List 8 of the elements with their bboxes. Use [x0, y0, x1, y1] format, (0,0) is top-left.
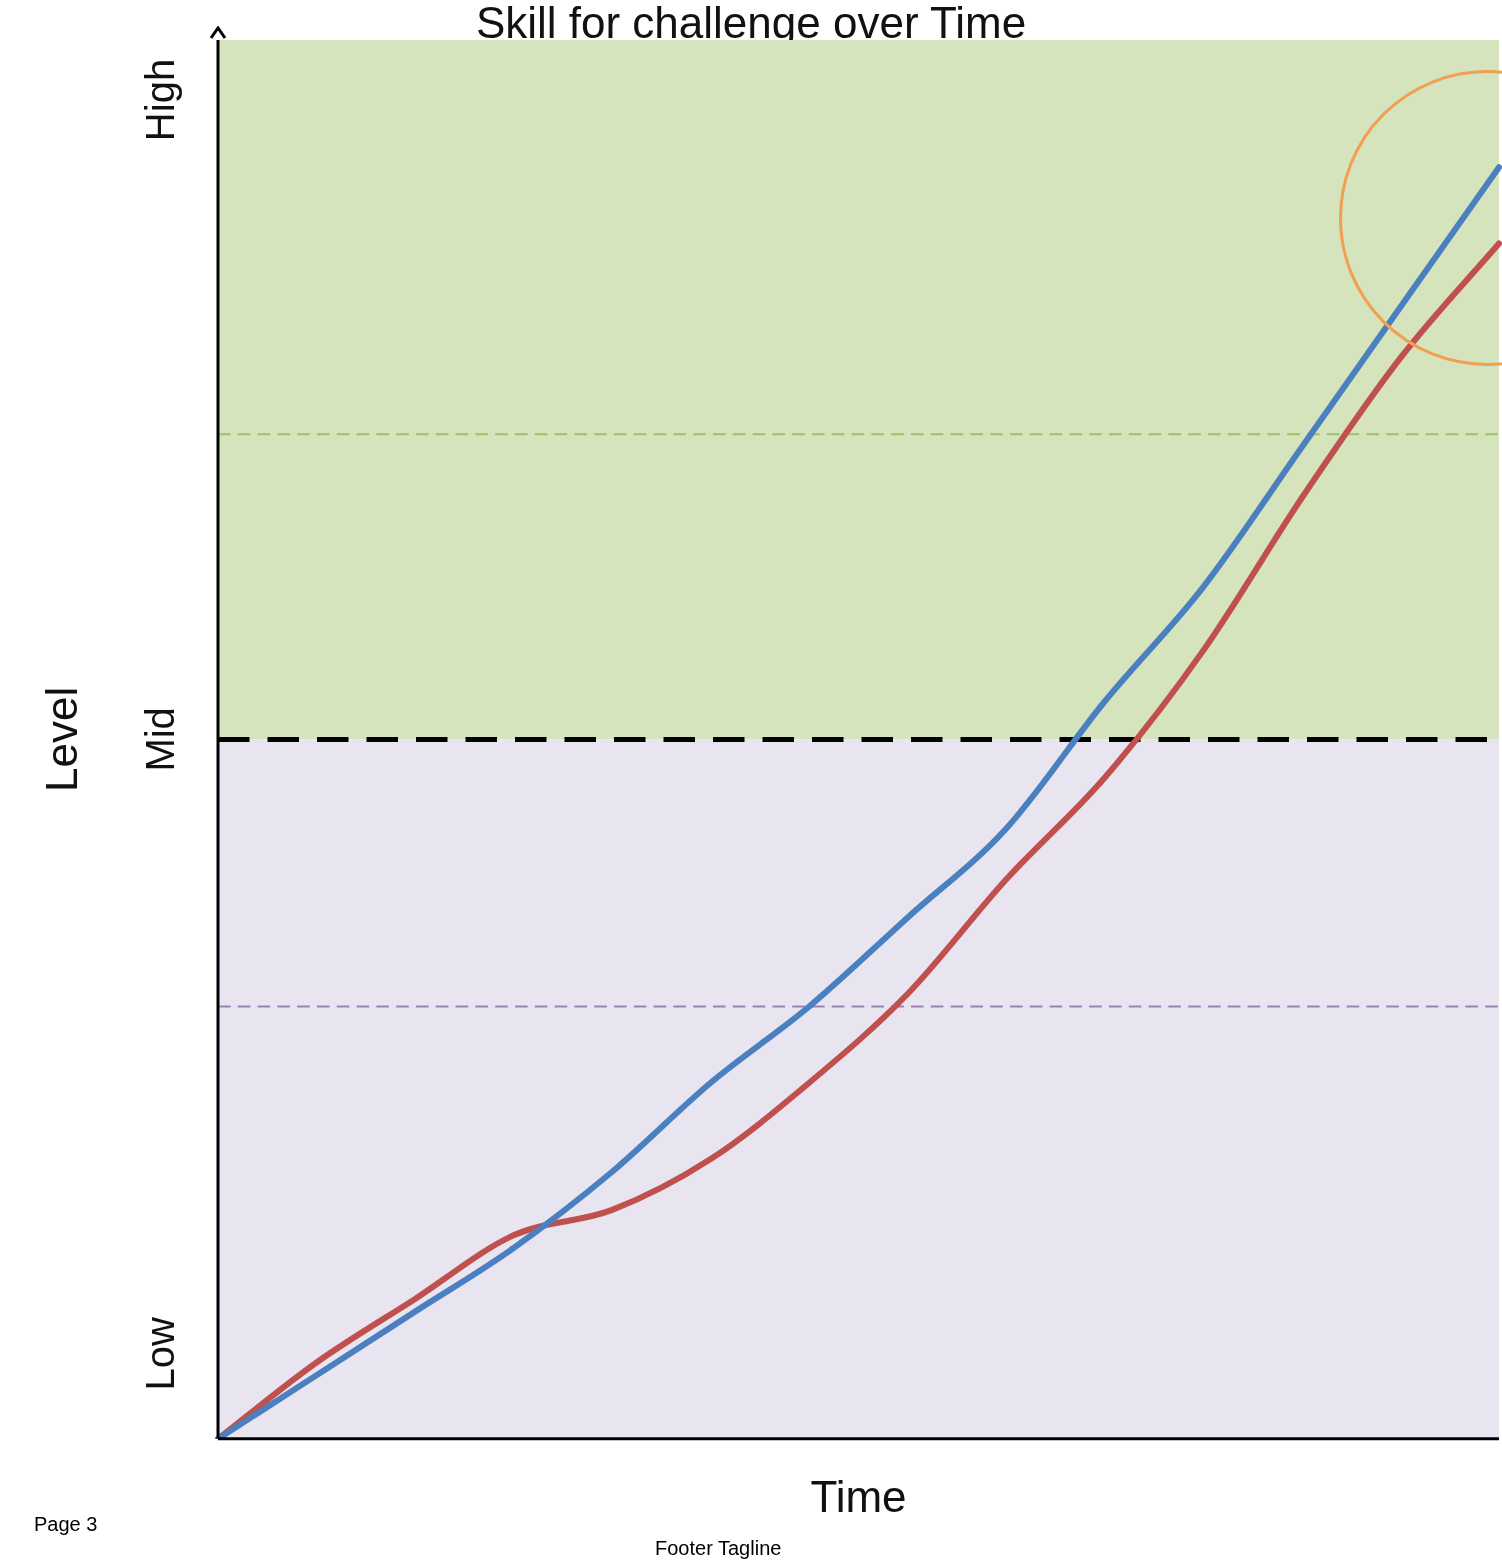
- ref-line-label: Mid: [138, 707, 183, 772]
- chart-title: Skill for challenge over Time: [474, 0, 1028, 48]
- text: Footer Tagline: [655, 1537, 782, 1560]
- x-axis-title: Time: [810, 1471, 907, 1521]
- text: High: [138, 58, 183, 142]
- text: Page 3: [34, 1513, 98, 1536]
- text: Low: [138, 1317, 183, 1391]
- y-axis-title: Level: [37, 686, 87, 792]
